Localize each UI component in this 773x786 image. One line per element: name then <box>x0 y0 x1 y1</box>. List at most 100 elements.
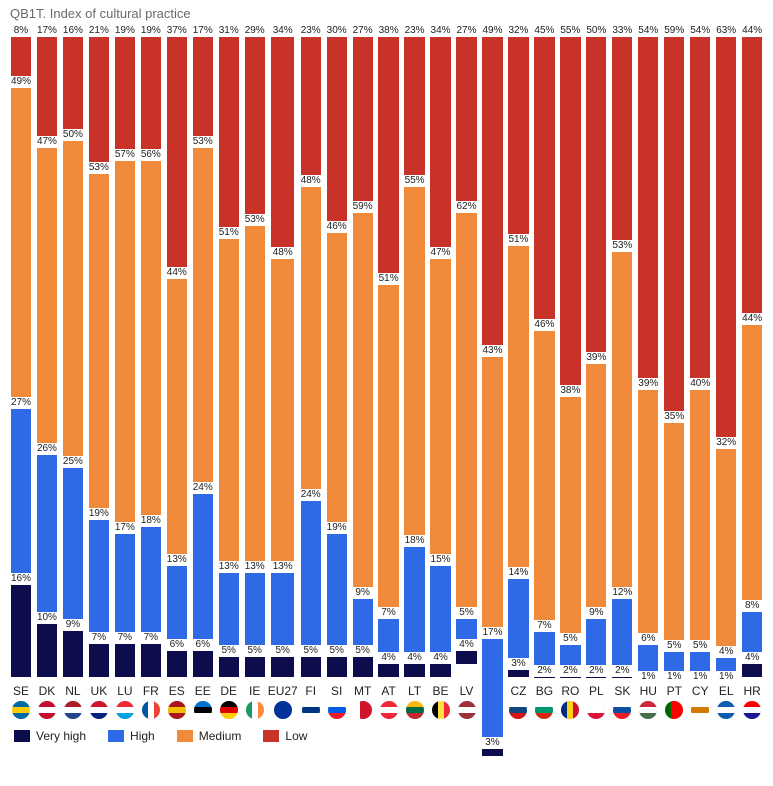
country-column: 50%39%9%2%PL <box>583 25 609 719</box>
country-column: 63%32%4%1%EL <box>713 25 739 719</box>
country-flag-icon <box>561 701 579 719</box>
value-label: 46% <box>531 319 557 331</box>
bar-fill <box>11 37 31 76</box>
bar-segment: 49% <box>480 25 506 345</box>
bar-segment: 63% <box>713 25 739 437</box>
value-label: 48% <box>298 175 324 187</box>
bar-segment: 2% <box>531 665 557 677</box>
bar-segment: 59% <box>661 25 687 411</box>
bar-fill <box>482 749 502 756</box>
bar-fill <box>534 632 554 665</box>
bar-fill <box>327 534 347 646</box>
value-label: 55% <box>557 25 583 37</box>
bar-segment: 5% <box>661 640 687 672</box>
value-label: 5% <box>298 645 324 657</box>
bar-segment: 16% <box>8 573 34 677</box>
country-flag-icon <box>717 701 735 719</box>
bar-fill <box>482 639 502 738</box>
country-code: LT <box>402 681 428 699</box>
country-flag-icon <box>220 701 238 719</box>
country-column: 54%40%5%1%CY <box>687 25 713 719</box>
value-label: 12% <box>609 587 635 599</box>
value-label: 17% <box>112 522 138 534</box>
country-code: SI <box>324 681 350 699</box>
country-column: 55%38%5%2%RO <box>557 25 583 719</box>
bar-fill <box>219 37 239 227</box>
bar-segment: 7% <box>138 632 164 677</box>
bar-fill <box>141 644 161 677</box>
value-label: 44% <box>739 313 765 325</box>
value-label: 17% <box>34 25 60 37</box>
value-label: 35% <box>661 411 687 423</box>
bar-segment: 24% <box>298 489 324 645</box>
bar-fill <box>456 213 476 607</box>
bar-stack: 33%53%12%2% <box>609 25 635 681</box>
country-column: 21%53%19%7%UK <box>86 25 112 719</box>
country-code: DE <box>216 681 242 699</box>
country-column: 33%53%12%2%SK <box>609 25 635 719</box>
country-flag-icon <box>535 701 553 719</box>
bar-fill <box>245 573 265 645</box>
value-label: 19% <box>138 25 164 37</box>
value-label: 27% <box>454 25 480 37</box>
value-label: 53% <box>242 214 268 226</box>
bar-fill <box>115 644 135 677</box>
bar-segment: 7% <box>531 620 557 665</box>
value-label: 5% <box>557 633 583 645</box>
value-label: 4% <box>428 652 454 664</box>
bar-fill <box>89 520 109 632</box>
bar-fill <box>742 325 762 601</box>
country-column: 16%50%25%9%NL <box>60 25 86 719</box>
bar-segment: 26% <box>34 443 60 613</box>
value-label: 32% <box>713 437 739 449</box>
value-label: 39% <box>583 352 609 364</box>
bar-stack: 23%55%18%4% <box>402 25 428 681</box>
bar-segment: 32% <box>505 25 531 234</box>
country-code: CZ <box>505 681 531 699</box>
value-label: 17% <box>480 627 506 639</box>
bar-segment: 8% <box>739 600 765 651</box>
bar-segment: 23% <box>298 25 324 175</box>
bar-fill <box>245 657 265 677</box>
bar-fill <box>63 631 83 677</box>
value-label: 32% <box>505 25 531 37</box>
bar-fill <box>11 88 31 396</box>
country-code: NL <box>60 681 86 699</box>
bar-stack: 32%51%14%3% <box>505 25 531 681</box>
country-column: 29%53%13%5%IE <box>242 25 268 719</box>
bar-segment: 29% <box>242 25 268 214</box>
bar-fill <box>115 161 135 522</box>
country-code: BG <box>531 681 557 699</box>
value-label: 40% <box>687 378 713 390</box>
bar-segment: 16% <box>60 25 86 129</box>
bar-stack: 49%43%17%3% <box>480 25 506 681</box>
legend-swatch <box>14 730 30 742</box>
country-column: 44%44%8%4%HR <box>739 25 765 719</box>
bar-segment: 46% <box>531 319 557 620</box>
bar-fill <box>716 37 736 437</box>
value-label: 53% <box>190 136 216 148</box>
bar-fill <box>378 37 398 273</box>
country-code: PT <box>661 681 687 699</box>
bar-segment: 17% <box>34 25 60 136</box>
value-label: 9% <box>60 619 86 631</box>
bar-fill <box>378 664 398 677</box>
bar-fill <box>742 664 762 677</box>
value-label: 6% <box>635 633 661 645</box>
bar-stack: 27%62%5%4% <box>454 25 480 681</box>
bar-segment: 35% <box>661 411 687 640</box>
bar-stack: 34%48%13%5% <box>268 25 298 681</box>
bar-fill <box>141 527 161 632</box>
bar-fill <box>327 657 347 677</box>
legend-item: High <box>108 729 155 743</box>
country-flag-icon <box>38 701 56 719</box>
bar-fill <box>271 259 294 561</box>
bar-fill <box>456 619 476 639</box>
bar-stack: 19%57%17%7% <box>112 25 138 681</box>
bar-fill <box>430 566 450 651</box>
value-label: 1% <box>661 671 687 683</box>
bar-stack: 37%44%13%6% <box>164 25 190 681</box>
country-code: EU27 <box>268 681 298 699</box>
value-label: 13% <box>242 561 268 573</box>
value-label: 63% <box>713 25 739 37</box>
